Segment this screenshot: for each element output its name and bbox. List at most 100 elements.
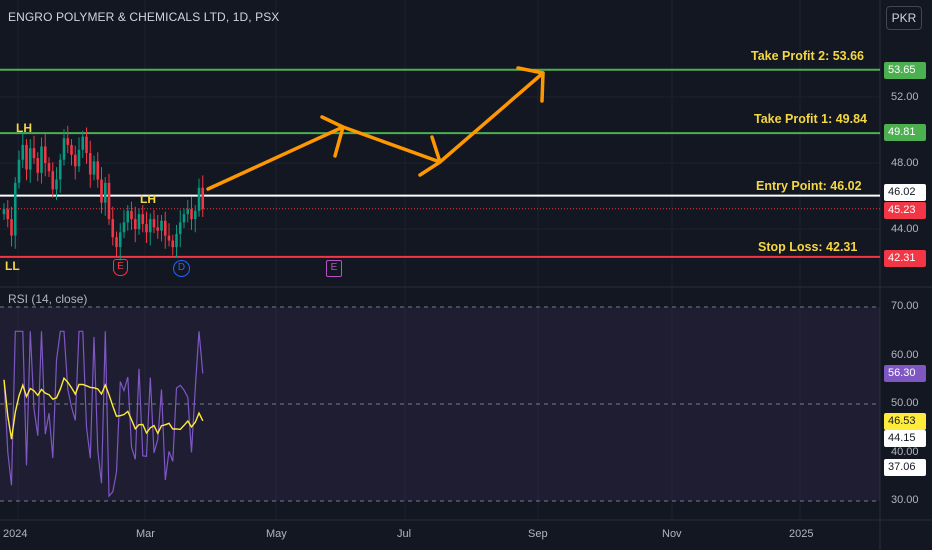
lower-high-marker: LH: [16, 121, 32, 135]
rsi-axis-label-50: 50.00: [891, 397, 919, 409]
candle-body-25: [96, 161, 100, 180]
rsi-band-lower-tag: 37.06: [884, 459, 926, 476]
candle-body-40: [152, 219, 156, 228]
candle-body-48: [182, 214, 186, 223]
candle-body-5: [21, 144, 25, 160]
price-axis-label-44: 44.00: [891, 223, 919, 235]
upcoming-earnings-marker[interactable]: E: [326, 260, 342, 277]
rsi-band-upper-tag: 44.15: [884, 430, 926, 447]
arrow-head-1: [320, 115, 345, 158]
candle-body-39: [148, 219, 152, 233]
rsi-ma-line: [3, 376, 204, 440]
take-profit-1-price-tag: 49.81: [884, 124, 926, 141]
x-axis-label-jul: Jul: [397, 528, 412, 540]
take-profit-1-label: Take Profit 1: 49.84: [754, 112, 868, 126]
stop-loss-price-tag: 42.31: [884, 250, 926, 267]
candle-body-21: [81, 136, 85, 150]
candle-body-24: [92, 161, 96, 175]
stop-loss-label: Stop Loss: 42.31: [758, 240, 858, 254]
candle-body-51: [193, 210, 197, 220]
candle-body-2: [10, 219, 13, 236]
candlestick-series: [2, 125, 205, 261]
candle-body-22: [85, 136, 88, 154]
candle-body-10: [40, 146, 43, 173]
candle-body-35: [133, 219, 137, 229]
candle-body-7: [28, 148, 32, 170]
candle-body-49: [186, 209, 190, 215]
candle-body-50: [190, 209, 193, 220]
lower-low-marker: LL: [5, 259, 20, 273]
candle-body-47: [178, 222, 182, 234]
candle-body-28: [107, 182, 111, 220]
candle-body-18: [70, 144, 73, 155]
earnings-marker-label: E: [117, 261, 124, 272]
dividend-marker[interactable]: D: [173, 260, 190, 277]
arrow-head-2: [418, 135, 442, 177]
candle-body-20: [77, 149, 81, 167]
x-axis-label-nov: Nov: [662, 528, 682, 540]
entry-point-label: Entry Point: 46.02: [756, 179, 862, 193]
rsi-value-tag: 56.30: [884, 365, 926, 382]
rsi-axis-label-40: 40.00: [891, 446, 919, 458]
candle-body-4: [17, 159, 21, 183]
rsi-line: [3, 330, 204, 498]
price-levels: [0, 68, 880, 258]
candle-body-11: [43, 146, 47, 163]
candle-body-13: [51, 171, 55, 190]
candle-body-37: [141, 214, 145, 225]
candle-body-29: [111, 219, 115, 238]
candle-body-34: [130, 210, 133, 220]
candle-body-12: [47, 163, 51, 172]
arrow-head-3: [516, 66, 545, 103]
rsi-title[interactable]: RSI (14, close): [8, 292, 88, 306]
x-axis-label-sep: Sep: [528, 528, 548, 540]
upcoming-earnings-marker-label: E: [330, 262, 338, 273]
candle-body-32: [122, 222, 126, 233]
rsi-background: [0, 306, 880, 502]
candle-body-42: [160, 220, 163, 231]
earnings-marker[interactable]: E: [113, 259, 128, 276]
price-axis-label-48: 48.00: [891, 157, 919, 169]
candle-body-0: [2, 209, 6, 215]
rsi-axis-label-70: 70.00: [891, 300, 919, 312]
take-profit-2-price-tag: 53.65: [884, 62, 926, 79]
candle-body-3: [13, 182, 17, 236]
x-axis-label-may: May: [266, 528, 287, 540]
candle-body-19: [73, 154, 77, 167]
candle-body-27: [103, 182, 107, 203]
candle-body-6: [25, 144, 28, 170]
candle-body-17: [66, 138, 70, 145]
trade-path-arrows: [206, 66, 545, 191]
candle-body-41: [156, 227, 160, 231]
candle-body-45: [171, 240, 175, 248]
candle-body-33: [126, 210, 130, 223]
candle-body-31: [118, 232, 122, 248]
entry-price-tag: 46.02: [884, 184, 926, 201]
dividend-marker-label: D: [177, 262, 186, 273]
take-profit-2-label: Take Profit 2: 53.66: [751, 49, 865, 63]
rsi-ma-value-tag: 46.53: [884, 413, 926, 430]
candle-body-53: [201, 187, 205, 209]
rsi-series: [3, 330, 204, 498]
candle-body-15: [58, 159, 62, 180]
price-axis-label-52: 52.00: [891, 91, 919, 103]
trade-path: [206, 71, 545, 191]
candle-body-46: [175, 233, 178, 248]
x-axis-label-2025: 2025: [789, 528, 814, 540]
candle-body-14: [55, 179, 58, 190]
candle-body-44: [167, 235, 171, 241]
x-axis-label-2024: 2024: [3, 528, 28, 540]
candle-body-52: [197, 187, 201, 211]
lower-high-marker-2: LH: [140, 192, 156, 206]
candle-body-30: [115, 237, 118, 248]
currency-button[interactable]: PKR: [886, 6, 922, 30]
candle-body-9: [36, 158, 40, 173]
candle-body-8: [32, 148, 36, 159]
candle-body-16: [62, 138, 66, 160]
candle-body-1: [6, 209, 10, 220]
candle-body-38: [145, 224, 148, 233]
last-price-tag: 45.23: [884, 202, 926, 219]
candle-body-23: [88, 153, 92, 175]
candle-body-43: [163, 220, 167, 236]
